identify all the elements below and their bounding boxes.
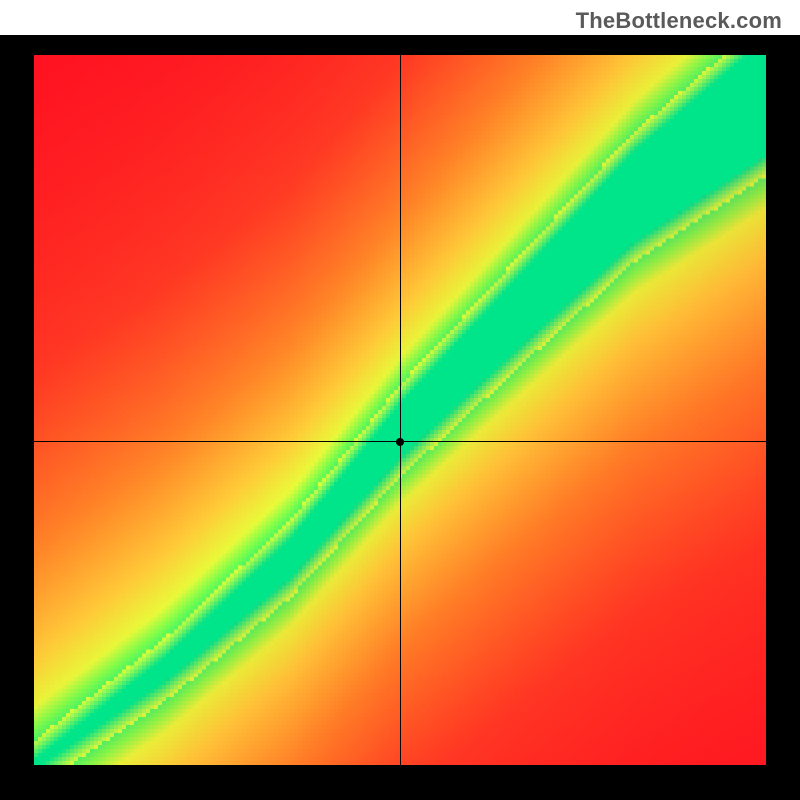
plot-frame — [0, 35, 800, 800]
watermark-text: TheBottleneck.com — [576, 8, 782, 34]
crosshair-vertical — [400, 55, 401, 765]
heatmap-plot — [34, 55, 766, 765]
crosshair-marker — [396, 438, 404, 446]
